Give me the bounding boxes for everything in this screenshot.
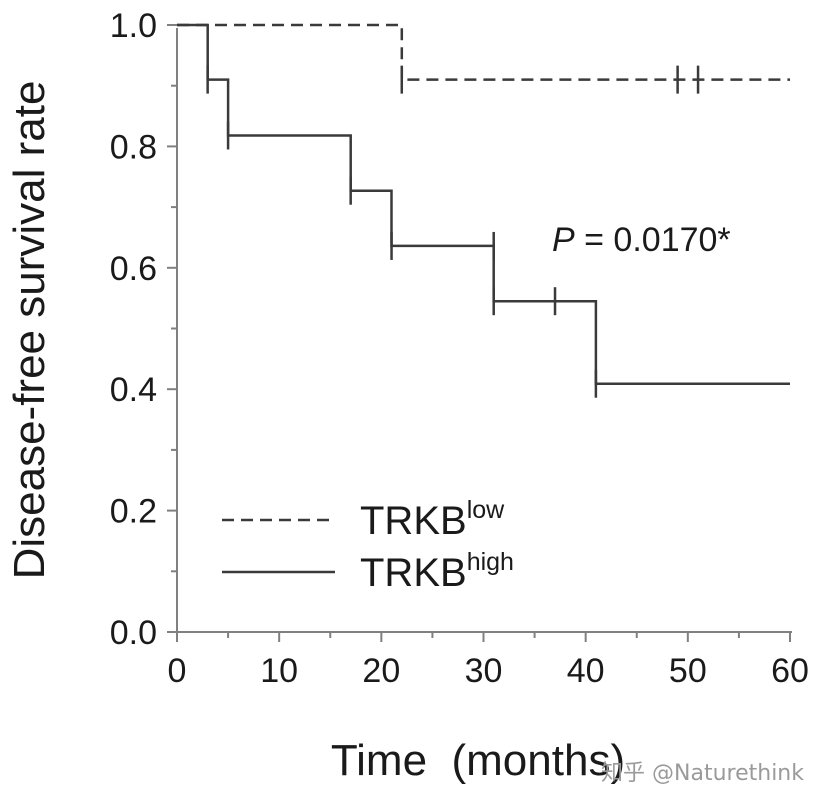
- x-tick-label: 20: [362, 652, 400, 690]
- legend-high-sup: high: [467, 548, 514, 576]
- y-tick-label: 0.6: [110, 250, 157, 288]
- p-value-annotation: P = 0.0170*: [552, 221, 731, 259]
- y-tick-label: 0.8: [110, 128, 157, 166]
- y-axis-label: Disease-free survival rate: [5, 81, 54, 580]
- x-tick-label: 60: [771, 652, 809, 690]
- x-tick-label: 40: [567, 652, 605, 690]
- x-axis-label: Time (months): [331, 736, 625, 785]
- legend-high-base: TRKB: [360, 551, 467, 595]
- p-symbol: P: [552, 221, 575, 259]
- x-tick-label: 10: [260, 652, 298, 690]
- legend-label-low: TRKBlow: [360, 496, 505, 543]
- x-tick-label: 50: [669, 652, 707, 690]
- legend-low-base: TRKB: [360, 499, 467, 543]
- x-tick-label: 0: [168, 652, 187, 690]
- legend-low-sup: low: [467, 496, 505, 524]
- y-tick-label: 0.0: [110, 614, 157, 652]
- y-tick-label: 0.4: [110, 371, 157, 409]
- legend-label-high: TRKBhigh: [360, 548, 514, 595]
- x-tick-label: 30: [465, 652, 503, 690]
- legend: TRKBlow TRKBhigh: [222, 496, 514, 595]
- series-layer: [177, 23, 790, 398]
- series-line-trkb-high: [177, 23, 790, 385]
- p-value-text: = 0.0170*: [575, 221, 731, 259]
- y-tick-label: 1.0: [110, 7, 157, 45]
- series-line-trkb-low: [177, 23, 790, 81]
- watermark-text: 知乎 @Naturethink: [601, 761, 804, 786]
- y-ticks: 0.0 0.2 0.4 0.6 0.8 1.0: [110, 7, 177, 652]
- x-ticks: 0 10 20 30 40 50 60: [168, 632, 809, 690]
- y-tick-label: 0.2: [110, 493, 157, 531]
